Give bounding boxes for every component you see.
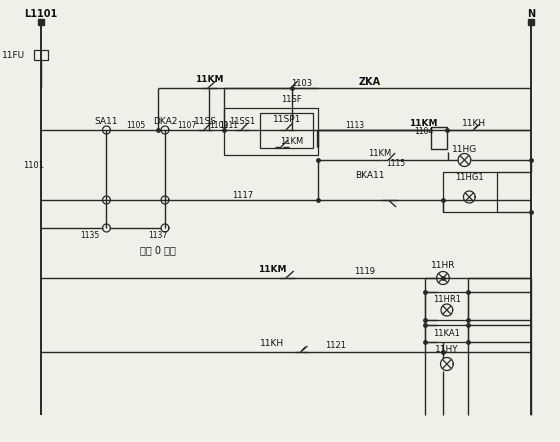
Bar (426, 292, 468, 320)
Text: 11HR1: 11HR1 (433, 296, 461, 305)
Text: 11KM: 11KM (258, 266, 287, 274)
Bar (426, 325, 468, 342)
Text: 1104: 1104 (414, 127, 433, 137)
Text: 11KM: 11KM (280, 137, 304, 145)
Text: 11HY: 11HY (435, 346, 459, 354)
Text: L1101: L1101 (25, 9, 58, 19)
Text: 11SF: 11SF (282, 95, 302, 104)
Bar (431, 127, 447, 149)
Text: 1115: 1115 (386, 159, 405, 168)
Text: N: N (526, 9, 535, 19)
Bar (443, 172, 497, 212)
Text: 11KA1: 11KA1 (433, 329, 460, 339)
Text: 11KH: 11KH (260, 339, 284, 348)
Text: DKA2: DKA2 (153, 118, 177, 126)
Text: 1121: 1121 (325, 342, 346, 351)
Text: 1101: 1101 (23, 160, 44, 169)
Text: 1137: 1137 (148, 232, 168, 240)
Text: 11HR: 11HR (431, 262, 455, 271)
Text: SA11: SA11 (95, 118, 118, 126)
Text: 11KM: 11KM (195, 76, 223, 84)
Text: 11HG: 11HG (452, 145, 477, 155)
Text: BKA11: BKA11 (355, 171, 385, 179)
Text: 1109: 1109 (209, 122, 228, 130)
Text: 11SS: 11SS (194, 118, 217, 126)
Text: 11SP1: 11SP1 (273, 114, 301, 123)
Bar (34, 50, 48, 60)
Text: ZKA: ZKA (359, 77, 381, 87)
Text: 11SS1: 11SS1 (229, 117, 255, 126)
Text: 1135: 1135 (80, 232, 100, 240)
Text: 手动 0 自动: 手动 0 自动 (140, 245, 176, 255)
Text: 1111: 1111 (219, 122, 238, 130)
Text: 1105: 1105 (126, 122, 146, 130)
Text: 1119: 1119 (354, 267, 375, 277)
Text: 1107: 1107 (177, 122, 196, 130)
Text: 1113: 1113 (346, 122, 365, 130)
Bar (260, 113, 313, 148)
Text: 1117: 1117 (232, 191, 254, 199)
Text: 1103: 1103 (291, 79, 312, 88)
Text: 11KH: 11KH (462, 118, 486, 127)
Text: 11KM: 11KM (368, 149, 391, 157)
Bar (223, 108, 318, 155)
Text: 11FU: 11FU (2, 50, 26, 60)
Text: 11KM: 11KM (409, 118, 438, 127)
Text: 11HG1: 11HG1 (455, 172, 484, 182)
